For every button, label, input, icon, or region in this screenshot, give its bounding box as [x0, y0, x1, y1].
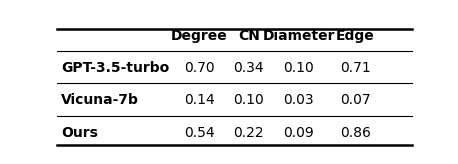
Text: 0.07: 0.07: [340, 93, 371, 107]
Text: 0.22: 0.22: [234, 126, 264, 140]
Text: Edge: Edge: [336, 29, 375, 43]
Text: Diameter: Diameter: [262, 29, 335, 43]
Text: Ours: Ours: [61, 126, 98, 140]
Text: 0.34: 0.34: [234, 61, 264, 75]
Text: 0.86: 0.86: [340, 126, 371, 140]
Text: 0.14: 0.14: [184, 93, 215, 107]
Text: 0.10: 0.10: [234, 93, 264, 107]
Text: CN: CN: [238, 29, 260, 43]
Text: 0.70: 0.70: [184, 61, 214, 75]
Text: 0.10: 0.10: [283, 61, 314, 75]
Text: 0.03: 0.03: [284, 93, 314, 107]
Text: 0.09: 0.09: [283, 126, 314, 140]
Text: Degree: Degree: [171, 29, 228, 43]
Text: 0.71: 0.71: [340, 61, 371, 75]
Text: Vicuna-7b: Vicuna-7b: [61, 93, 139, 107]
Text: GPT-3.5-turbo: GPT-3.5-turbo: [61, 61, 169, 75]
Text: 0.54: 0.54: [184, 126, 214, 140]
